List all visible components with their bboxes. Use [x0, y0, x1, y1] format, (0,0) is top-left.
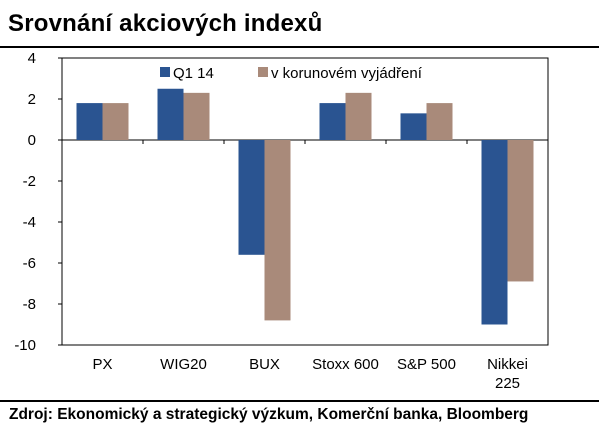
bar [319, 103, 346, 140]
bar [426, 103, 453, 140]
bar [157, 88, 184, 140]
x-tick-label: Stoxx 600 [312, 356, 379, 373]
x-tick-label: WIG20 [160, 356, 207, 373]
legend-label: Q1 14 [173, 65, 214, 82]
source-rule [0, 400, 599, 402]
x-tick-label: PX [92, 356, 112, 373]
legend-swatch [258, 67, 268, 77]
y-tick-label: -10 [14, 337, 36, 354]
y-tick-label: -6 [23, 255, 36, 272]
source-note: Zdroj: Ekonomický a strategický výzkum, … [9, 406, 529, 423]
chart-title: Srovnání akciových indexů [8, 10, 323, 37]
bar [481, 140, 508, 325]
x-tick-label: 225 [495, 375, 520, 392]
title-rule [0, 46, 599, 48]
bar [238, 140, 265, 255]
bar-chart: 4 2 0 -2 -4 -6 -8 -10 PX WIG20 BUX Stoxx 600 S&P 50… [14, 50, 549, 392]
y-tick-label: 4 [28, 50, 36, 67]
bar [507, 140, 534, 282]
plot-frame [61, 57, 549, 346]
bar [264, 140, 291, 321]
y-tick-label: -4 [23, 214, 36, 231]
x-tick-label: S&P 500 [397, 356, 456, 373]
legend-label: v korunovém vyjádření [271, 65, 423, 82]
x-tick-label: BUX [249, 356, 280, 373]
bar [183, 92, 210, 140]
y-tick-label: 0 [28, 132, 36, 149]
legend-swatch [160, 67, 170, 77]
y-tick-label: -8 [23, 296, 36, 313]
x-tick-label: Nikkei [487, 356, 528, 373]
y-tick-label: 2 [28, 91, 36, 108]
bar [102, 103, 129, 140]
y-tick-label: -2 [23, 173, 36, 190]
bar [400, 113, 427, 140]
bar [345, 92, 372, 140]
bar [76, 103, 103, 140]
